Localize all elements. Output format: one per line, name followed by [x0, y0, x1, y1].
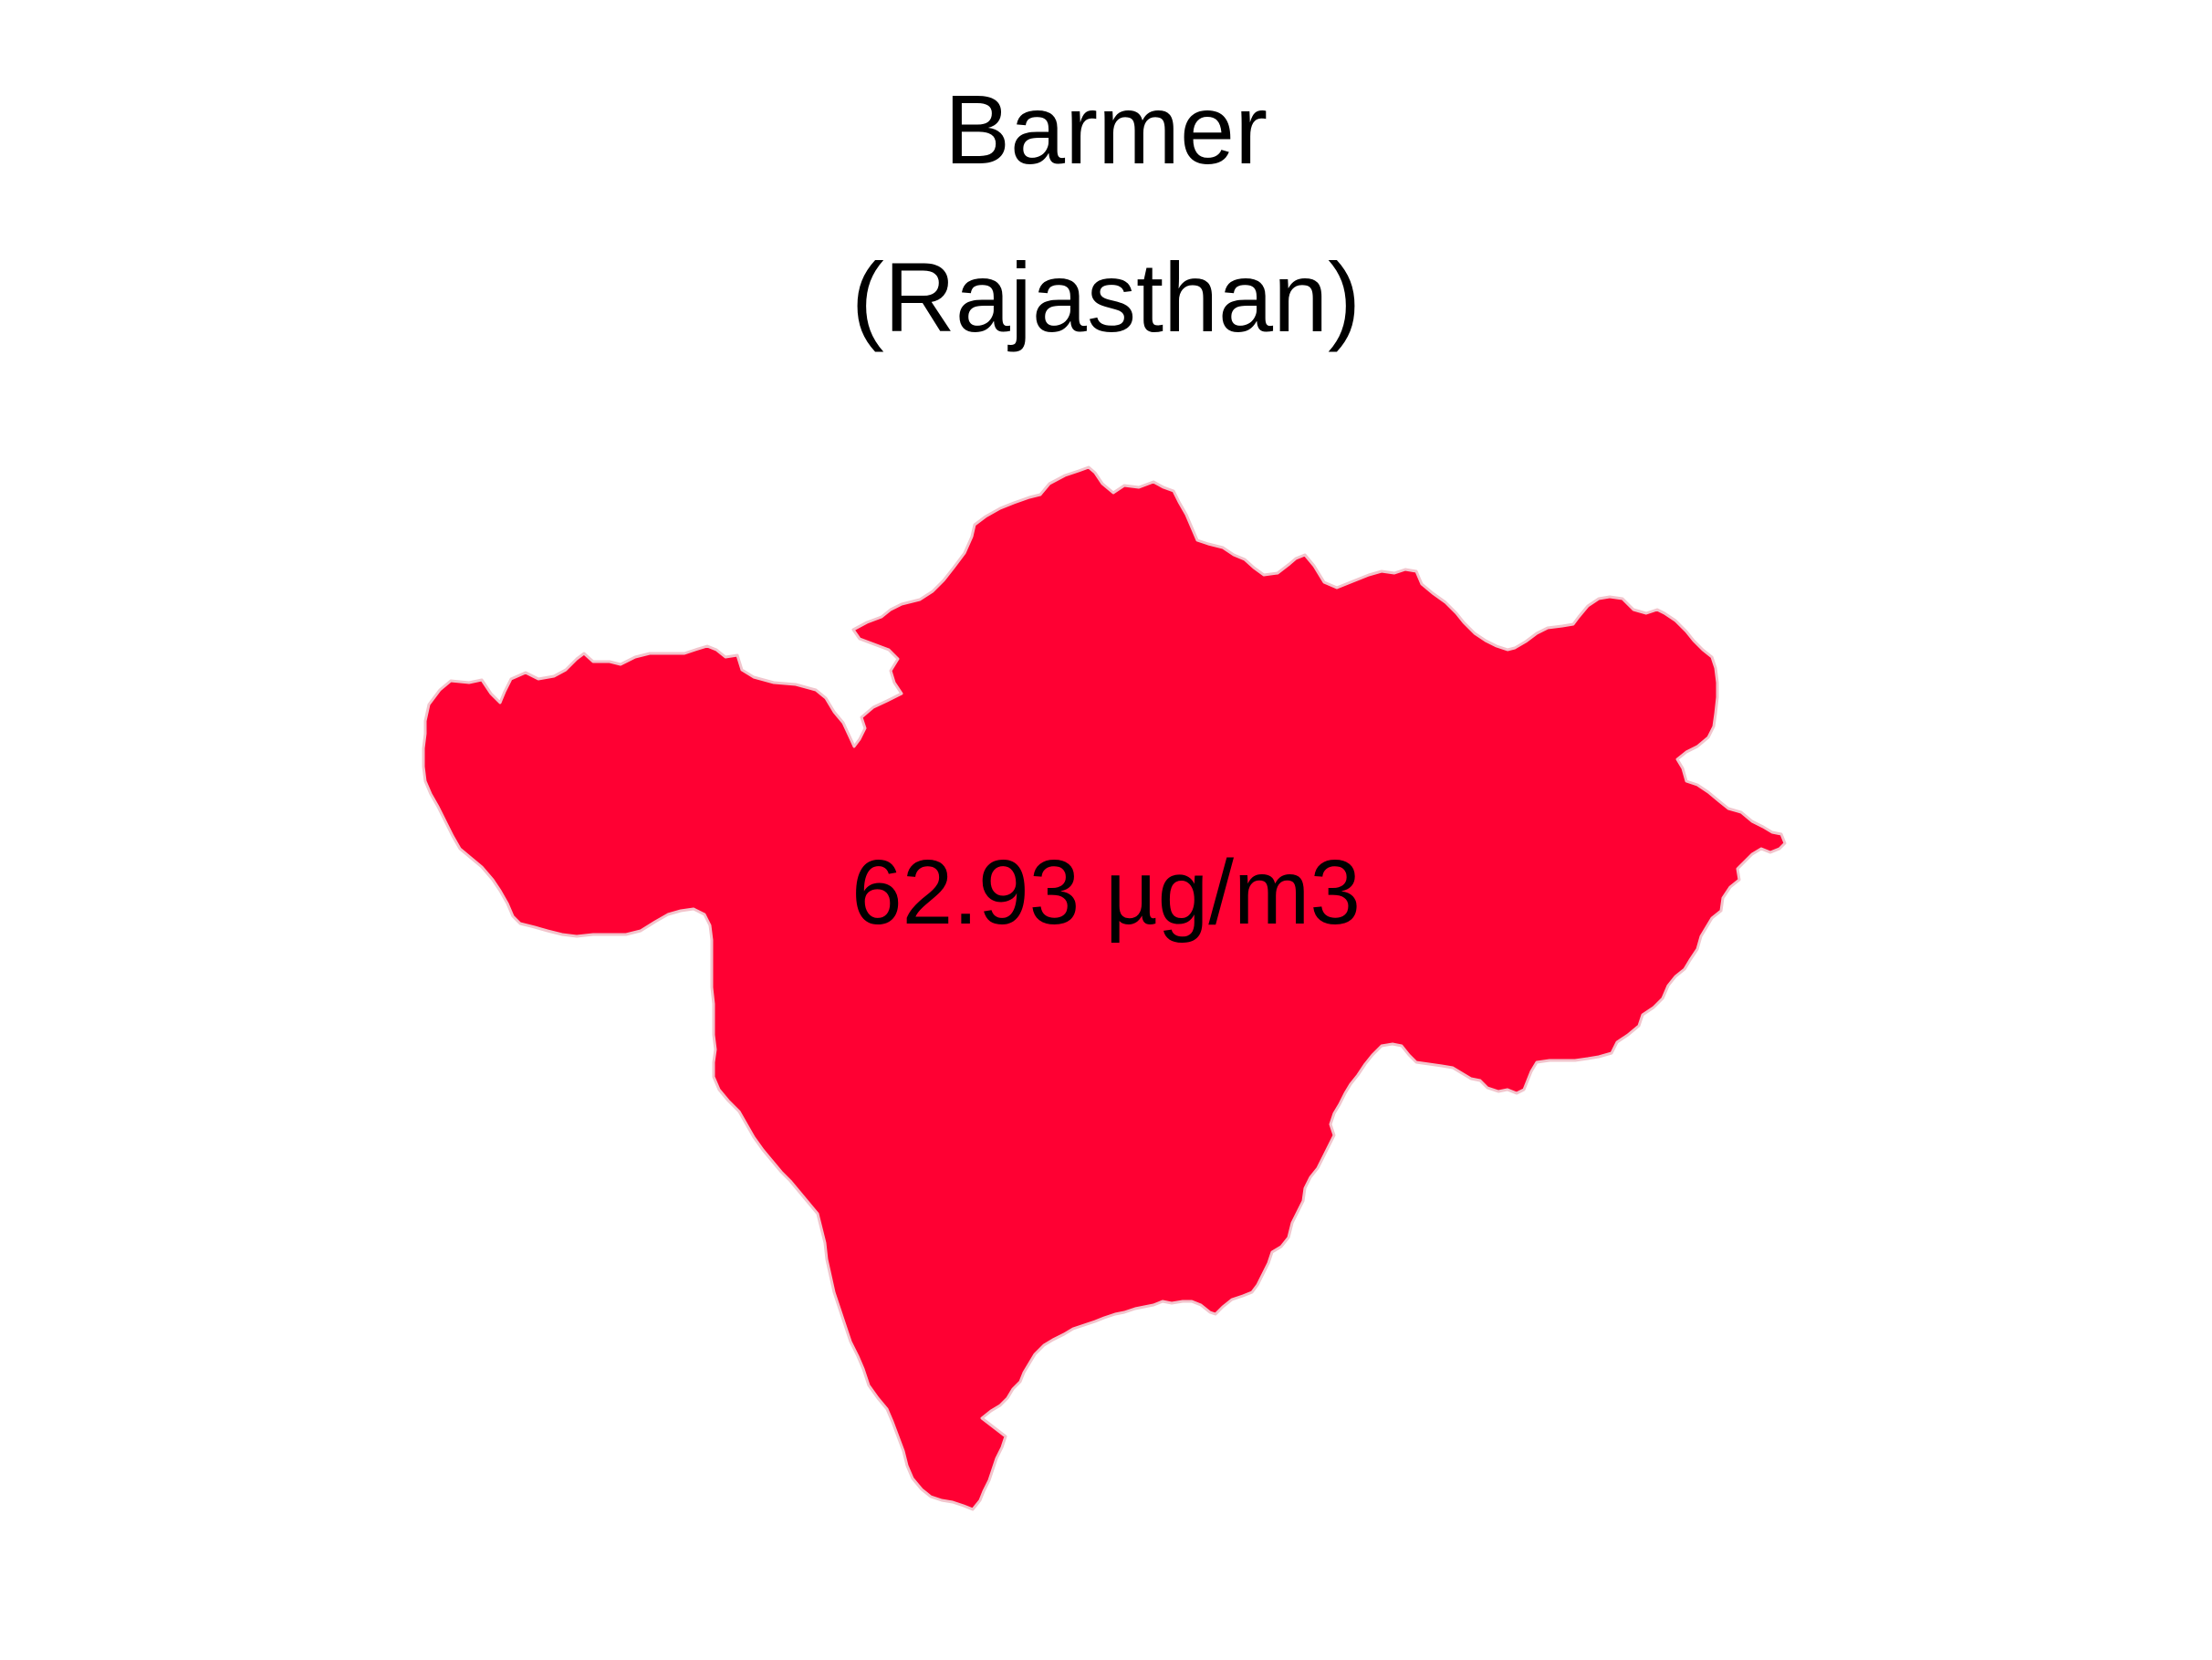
- pm25-value-label: 62.93 µg/m3: [851, 841, 1361, 944]
- state-name: (Rajasthan): [850, 242, 1362, 352]
- district-shape-barmer: [422, 465, 1787, 1511]
- district-name: Barmer: [944, 74, 1268, 184]
- map-title: Barmer (Rajasthan): [0, 46, 2212, 381]
